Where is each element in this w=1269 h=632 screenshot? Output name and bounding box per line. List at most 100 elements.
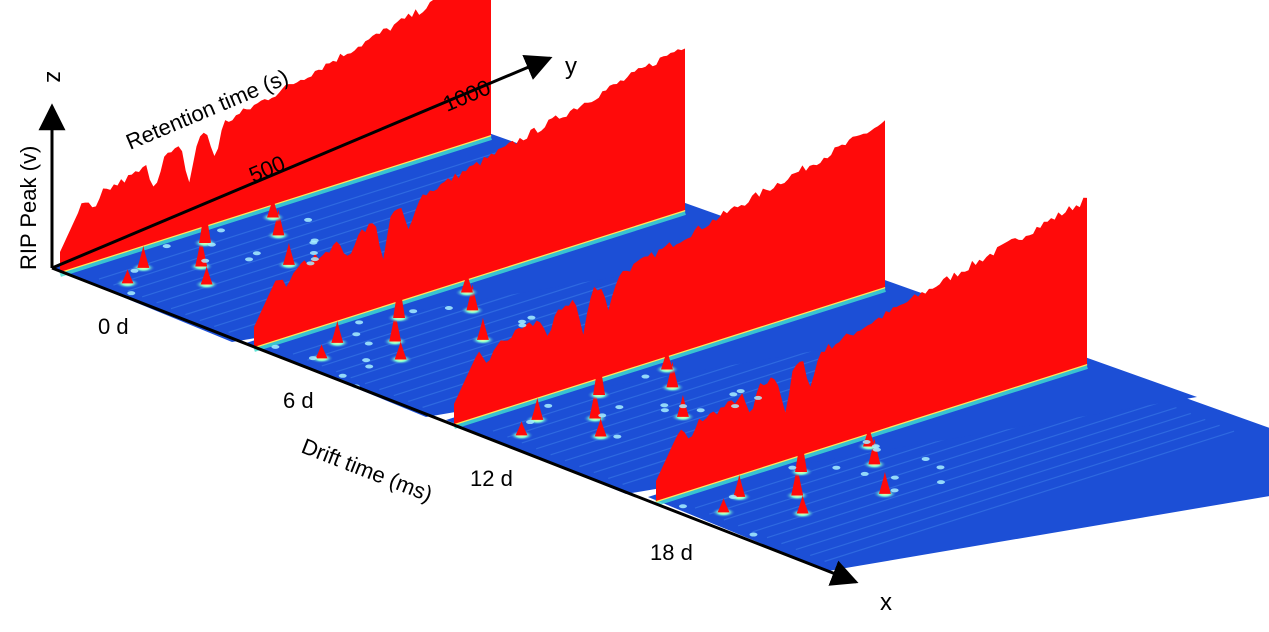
analyte-peak xyxy=(315,344,328,359)
analyte-peak xyxy=(666,361,679,388)
minor-spot xyxy=(355,320,364,325)
minor-spot xyxy=(598,413,607,418)
minor-spot xyxy=(660,408,669,413)
analyte-peak xyxy=(466,284,479,311)
minor-spot xyxy=(127,291,136,296)
analyte-peak xyxy=(272,209,285,236)
analyte-peak xyxy=(589,388,602,419)
analyte-peak xyxy=(796,495,809,514)
minor-spot xyxy=(749,532,758,537)
minor-spot xyxy=(362,358,371,363)
y-axis xyxy=(51,55,553,270)
analyte-peak xyxy=(593,354,606,395)
minor-spot xyxy=(252,251,261,256)
x-axis-label: Drift time (ms) xyxy=(298,433,436,506)
plane-streak xyxy=(766,406,1177,539)
z-axis-label: RIP Peak (v) xyxy=(16,146,41,270)
minor-spot xyxy=(207,242,216,247)
minor-spot xyxy=(304,217,313,222)
minor-spot xyxy=(936,480,945,485)
minor-spot xyxy=(754,395,763,400)
minor-spot xyxy=(871,444,880,449)
minor-spot xyxy=(890,488,899,493)
minor-spot xyxy=(271,344,280,349)
analyte-peak xyxy=(331,320,344,343)
minor-spot xyxy=(527,315,536,320)
minor-spot xyxy=(365,364,374,369)
plane-streak xyxy=(752,401,1163,533)
plane-streak xyxy=(824,430,1235,562)
minor-spot xyxy=(679,404,688,409)
analyte-peak xyxy=(878,471,891,494)
minor-spot xyxy=(310,257,319,262)
minor-spot xyxy=(613,434,622,439)
minor-spot xyxy=(162,244,171,249)
x-axis xyxy=(51,266,859,586)
minor-spot xyxy=(245,257,254,262)
minor-spot xyxy=(615,405,624,410)
analyte-peak xyxy=(199,202,212,243)
rip-peak-wall-12d xyxy=(454,120,885,424)
analyte-peak xyxy=(594,418,607,437)
analyte-peak xyxy=(266,197,279,218)
plane-streak xyxy=(781,412,1192,545)
analyte-peak xyxy=(137,245,150,268)
analyte-peak xyxy=(733,474,746,497)
analyte-peak xyxy=(389,311,402,342)
analyte-peak xyxy=(795,431,808,472)
analyte-peaks xyxy=(115,197,945,537)
minor-spot xyxy=(310,238,319,243)
minor-spot xyxy=(731,404,740,409)
rip-baseline-glow xyxy=(655,363,1088,506)
analyte-peak xyxy=(868,438,881,465)
minor-spot xyxy=(518,319,527,324)
minor-spot xyxy=(696,408,705,413)
minor-spot xyxy=(130,268,139,273)
minor-spot xyxy=(364,341,373,346)
analyte-peak xyxy=(121,269,134,284)
plane-streak xyxy=(738,395,1148,527)
analyte-peak xyxy=(791,465,804,496)
minor-spot xyxy=(526,420,535,425)
rip-peak-wall-6d xyxy=(254,48,685,347)
analyte-peak xyxy=(394,341,407,360)
rip-baseline-glow xyxy=(59,134,492,277)
minor-spot xyxy=(788,465,797,470)
rip-peaks xyxy=(59,0,1088,506)
sample-label-0d: 0 d xyxy=(98,314,129,339)
minor-spot xyxy=(728,494,737,499)
minor-spot xyxy=(308,356,317,361)
analyte-peak xyxy=(660,349,673,370)
rip-baseline-glow xyxy=(453,286,886,429)
minor-spot xyxy=(444,305,453,310)
minor-spot xyxy=(678,504,687,509)
minor-spot xyxy=(860,471,869,476)
minor-spot xyxy=(518,323,527,328)
rip-peak-wall-0d xyxy=(60,0,491,272)
minor-spot xyxy=(921,456,930,461)
minor-spot xyxy=(936,465,945,470)
minor-spot xyxy=(217,228,226,233)
minor-spot xyxy=(544,403,553,408)
minor-spot xyxy=(309,251,318,256)
minor-spot xyxy=(832,465,841,470)
analyte-peak xyxy=(476,317,489,340)
minor-spot xyxy=(338,373,347,378)
minor-spot xyxy=(352,332,361,337)
plane-streak xyxy=(795,418,1206,551)
minor-spot xyxy=(729,392,738,397)
rip-peak-wall-18d xyxy=(656,197,1087,502)
plane-streak xyxy=(98,148,509,280)
z-axis-letter: z xyxy=(41,71,68,83)
minor-spot xyxy=(736,389,745,394)
analyte-peak xyxy=(515,421,528,436)
minor-spot xyxy=(306,261,315,266)
minor-spot xyxy=(409,309,418,314)
analyte-peak xyxy=(717,498,730,513)
minor-spot xyxy=(890,475,899,480)
analyte-peak xyxy=(393,277,406,318)
minor-spot xyxy=(660,403,669,408)
plane-streak xyxy=(810,424,1220,557)
